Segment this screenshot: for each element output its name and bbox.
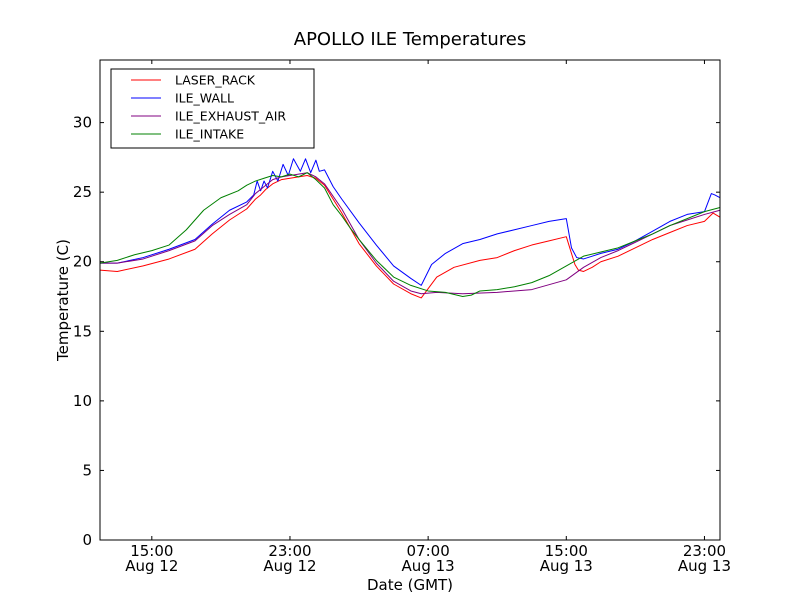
legend-label: ILE_WALL (175, 91, 234, 106)
x-tick-label-date: Aug 12 (263, 557, 316, 575)
series-line-ile-intake (99, 172, 721, 298)
x-tick-label-date: Aug 13 (678, 557, 731, 575)
series-line-laser-rack (99, 174, 721, 299)
x-tick-label-time: 07:00 (407, 542, 450, 560)
legend: LASER_RACK ILE_WALL ILE_EXHAUST_AIR ILE_INT… (110, 68, 315, 149)
y-tick-label: 30 (73, 114, 92, 132)
x-axis-label: Date (GMT) (367, 576, 453, 594)
plot-frame (99, 59, 721, 541)
legend-label: LASER_RACK (175, 73, 256, 88)
x-tick-label-date: Aug 13 (402, 557, 455, 575)
x-tick-label-time: 15:00 (545, 542, 588, 560)
chart-title: APOLLO ILE Temperatures (294, 29, 526, 50)
y-tick-label: 15 (73, 322, 92, 340)
legend-box (110, 68, 315, 149)
legend-label: ILE_EXHAUST_AIR (175, 109, 286, 124)
y-axis-label: Temperature (C) (54, 239, 72, 362)
y-tick-label: 25 (73, 183, 92, 201)
y-tick-label: 20 (73, 253, 92, 271)
x-tick-label-date: Aug 13 (540, 557, 593, 575)
x-tick-label-time: 23:00 (268, 542, 311, 560)
y-tick-label: 10 (73, 392, 92, 410)
y-tick-label: 5 (82, 461, 92, 479)
y-tick-label: 0 (82, 531, 92, 549)
legend-label: ILE_INTAKE (175, 127, 244, 142)
series-layer (99, 158, 721, 299)
series-line-ile-wall (100, 158, 721, 286)
x-tick-label-time: 23:00 (683, 542, 726, 560)
x-tick-label-time: 15:00 (130, 542, 173, 560)
x-tick-label-date: Aug 12 (125, 557, 178, 575)
